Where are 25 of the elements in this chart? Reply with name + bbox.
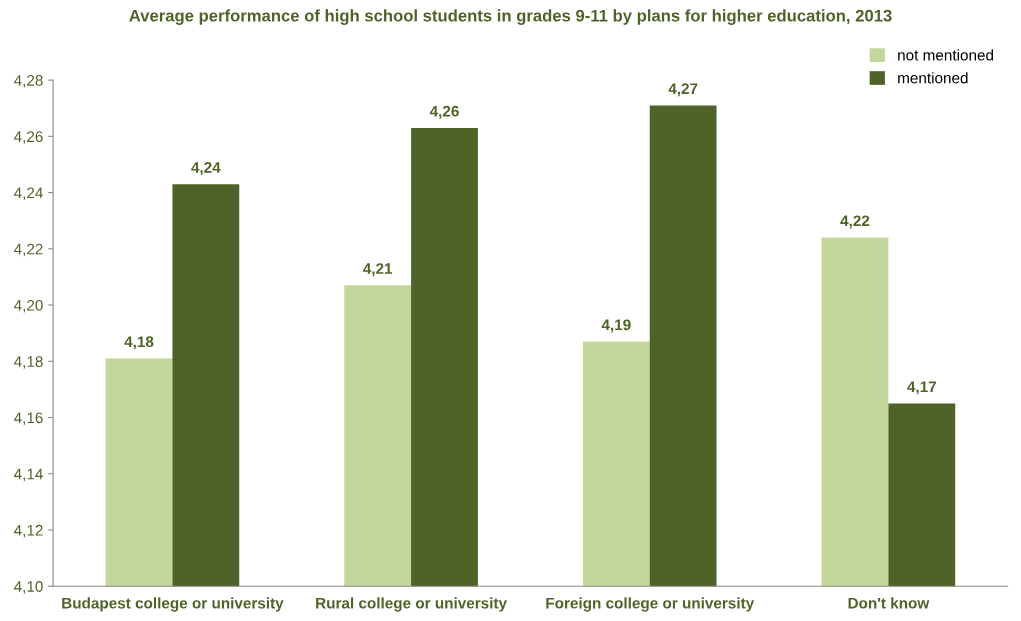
y-tick-label: 4,16 <box>13 412 43 426</box>
y-tick-label: 4,18 <box>13 356 43 369</box>
x-tick-label: Budapest college or university <box>62 597 284 612</box>
y-tick-label: 4,24 <box>13 187 43 201</box>
y-tick-label: 4,26 <box>13 131 43 144</box>
legend-label: mentioned <box>898 72 968 84</box>
data-label: 4,18 <box>124 336 154 350</box>
y-tick-label: 4,20 <box>13 299 43 313</box>
data-label: 4,19 <box>601 319 631 333</box>
chart-title: Average performance of high school students in grades 9-11 by plans for higher education, 2013 <box>129 9 892 25</box>
data-label: 4,22 <box>840 215 870 229</box>
y-tick-label: 4,22 <box>13 243 43 257</box>
x-tick-label: Don't know <box>848 597 930 609</box>
y-tick-label: 4,12 <box>13 524 43 538</box>
x-tick-label: Foreign college or university <box>546 597 755 612</box>
data-label: 4,27 <box>668 83 698 97</box>
data-label: 4,17 <box>907 381 937 395</box>
y-tick-label: 4,10 <box>13 581 43 594</box>
data-label: 4,26 <box>429 105 459 119</box>
y-tick-label: 4,14 <box>13 468 43 482</box>
y-tick-label: 4,28 <box>13 74 43 88</box>
legend-label: not mentioned <box>898 49 993 61</box>
x-tick-label: Rural college or university <box>316 597 507 612</box>
data-label: 4,21 <box>363 263 393 277</box>
data-label: 4,24 <box>191 161 221 176</box>
